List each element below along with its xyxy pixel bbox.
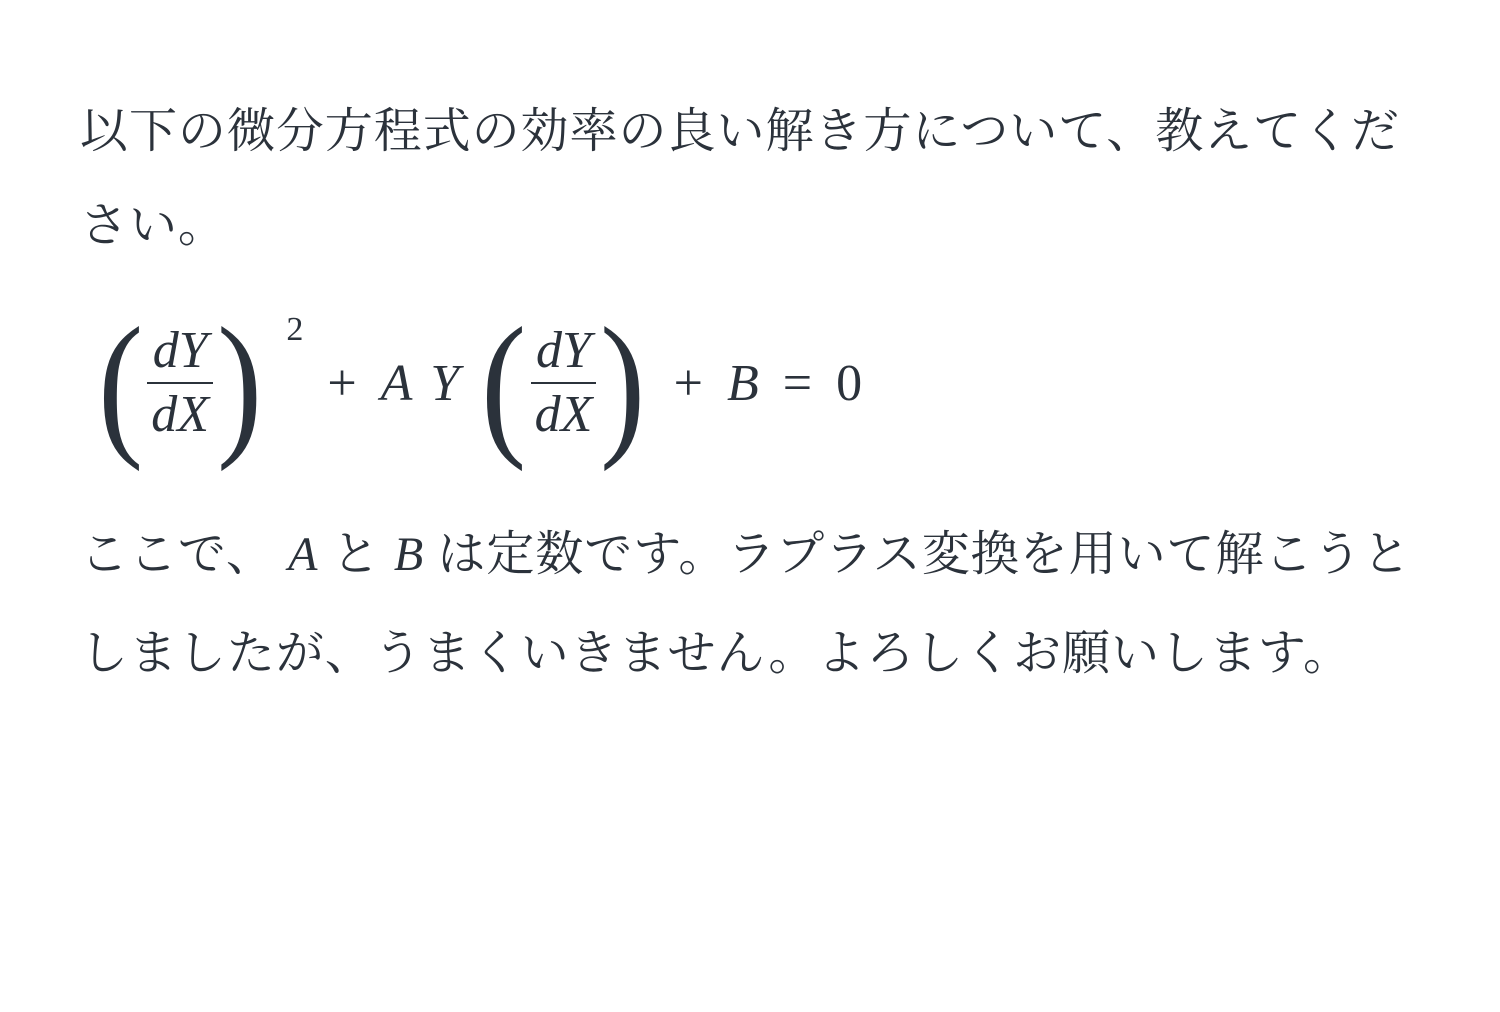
zero: 0 [836,354,862,413]
coef-A: A [381,354,413,413]
outro-mid1: と [332,515,381,584]
equals: = [777,354,818,413]
page: 以下の微分方程式の効率の良い解き方について、教えてください。 ( dY dX )… [0,0,1500,775]
lparen-2: ( [481,303,526,463]
plus-2: + [668,354,709,413]
fraction-1: dY dX [147,324,213,443]
rparen-2: ) [600,303,645,463]
frac2-den: dX [531,388,597,443]
plus-1: + [321,354,362,413]
inline-var-B: B [394,528,424,581]
equation: ( dY dX ) 2 + AY ( dY dX ) + B = 0 [94,303,1420,463]
exponent: 2 [286,311,303,349]
frac2-num: dY [532,324,595,379]
paren-group-2: ( dY dX ) [477,303,649,463]
frac2-bar [531,382,597,384]
intro-text: 以下の微分方程式の効率の良い解き方について、教えてください。 [80,92,1400,255]
rparen-1: ) [217,303,262,463]
intro-paragraph: 以下の微分方程式の効率の良い解き方について、教えてください。 [80,80,1420,267]
lparen-1: ( [98,303,143,463]
frac1-num: dY [149,324,212,379]
inline-var-A: A [288,528,318,581]
frac1-bar [147,382,213,384]
frac1-den: dX [147,388,213,443]
fraction-2: dY dX [531,324,597,443]
paren-group-1: ( dY dX ) [94,303,266,463]
outro-paragraph: ここで、 A と B は定数です。ラプラス変換を用いて解こうとしましたが、うまく… [80,503,1420,695]
term-B: B [727,354,759,413]
outro-post: は定数です。ラプラス変換を用いて解こうとしましたが、うまくいきません。よろしくお… [80,515,1411,683]
coef-Y: Y [430,354,459,413]
outro-pre: ここで、 [80,515,275,584]
